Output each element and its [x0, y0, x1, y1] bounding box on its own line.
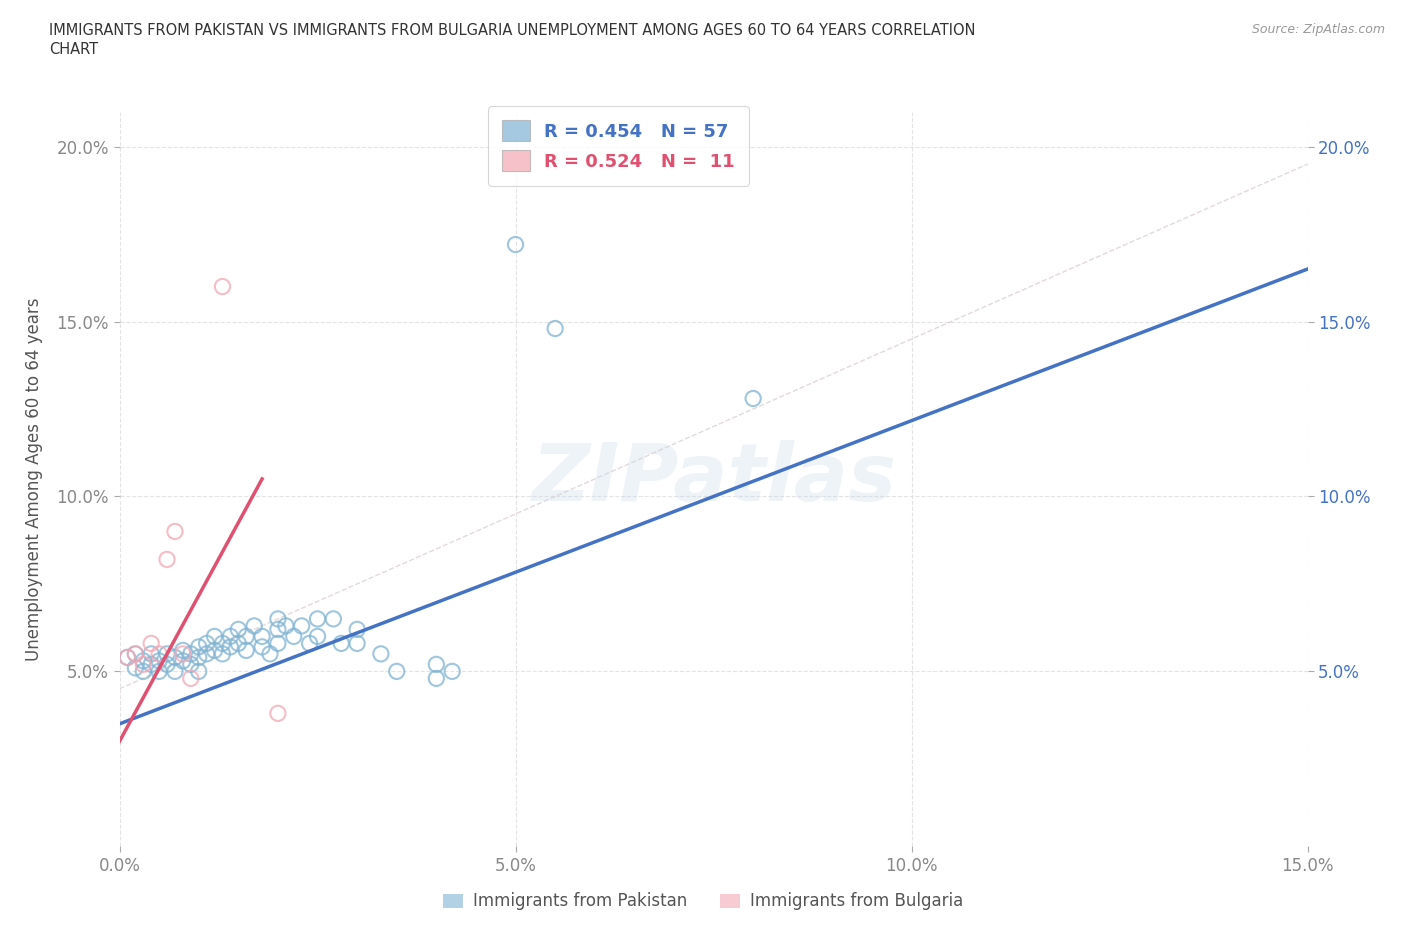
Point	[250, 640, 273, 655]
Point	[267, 622, 290, 637]
Point	[195, 646, 218, 661]
Point	[163, 650, 186, 665]
Point	[163, 664, 186, 679]
Text: Source: ZipAtlas.com: Source: ZipAtlas.com	[1251, 23, 1385, 36]
Point	[298, 636, 321, 651]
Legend: Immigrants from Pakistan, Immigrants from Bulgaria: Immigrants from Pakistan, Immigrants fro…	[436, 885, 970, 917]
Point	[132, 664, 155, 679]
Point	[211, 646, 233, 661]
Point	[228, 636, 250, 651]
Text: IMMIGRANTS FROM PAKISTAN VS IMMIGRANTS FROM BULGARIA UNEMPLOYMENT AMONG AGES 60 : IMMIGRANTS FROM PAKISTAN VS IMMIGRANTS F…	[49, 23, 976, 38]
Point	[742, 391, 765, 405]
Point	[180, 671, 202, 685]
Point	[156, 552, 179, 567]
Point	[163, 524, 186, 538]
Point	[267, 611, 290, 626]
Point	[267, 636, 290, 651]
Text: CHART: CHART	[49, 42, 98, 57]
Point	[219, 629, 242, 644]
Point	[259, 646, 281, 661]
Point	[370, 646, 392, 661]
Point	[172, 654, 194, 669]
Point	[441, 664, 464, 679]
Legend: R = 0.454   N = 57, R = 0.524   N =  11: R = 0.454 N = 57, R = 0.524 N = 11	[488, 106, 749, 186]
Point	[172, 646, 194, 661]
Point	[187, 664, 209, 679]
Point	[141, 646, 163, 661]
Point	[291, 618, 314, 633]
Point	[195, 636, 218, 651]
Point	[187, 650, 209, 665]
Point	[148, 646, 170, 661]
Point	[148, 654, 170, 669]
Text: ZIPatlas: ZIPatlas	[531, 440, 896, 518]
Point	[219, 640, 242, 655]
Point	[156, 657, 179, 671]
Point	[117, 650, 139, 665]
Point	[250, 629, 273, 644]
Point	[283, 629, 305, 644]
Point	[211, 636, 233, 651]
Point	[425, 671, 447, 685]
Point	[156, 646, 179, 661]
Point	[124, 646, 146, 661]
Point	[425, 657, 447, 671]
Point	[180, 646, 202, 661]
Point	[117, 650, 139, 665]
Point	[274, 618, 297, 633]
Point	[211, 279, 233, 294]
Point	[307, 611, 329, 626]
Point	[235, 643, 257, 658]
Point	[148, 664, 170, 679]
Point	[307, 629, 329, 644]
Point	[172, 643, 194, 658]
Point	[141, 636, 163, 651]
Point	[243, 618, 266, 633]
Point	[132, 657, 155, 671]
Point	[228, 622, 250, 637]
Y-axis label: Unemployment Among Ages 60 to 64 years: Unemployment Among Ages 60 to 64 years	[25, 298, 42, 660]
Point	[180, 657, 202, 671]
Point	[141, 657, 163, 671]
Point	[505, 237, 527, 252]
Point	[267, 706, 290, 721]
Point	[124, 646, 146, 661]
Point	[235, 629, 257, 644]
Point	[204, 643, 226, 658]
Point	[544, 321, 567, 336]
Point	[330, 636, 353, 651]
Point	[132, 654, 155, 669]
Point	[204, 629, 226, 644]
Point	[187, 640, 209, 655]
Point	[124, 660, 146, 675]
Point	[322, 611, 344, 626]
Point	[346, 636, 368, 651]
Point	[385, 664, 408, 679]
Point	[346, 622, 368, 637]
